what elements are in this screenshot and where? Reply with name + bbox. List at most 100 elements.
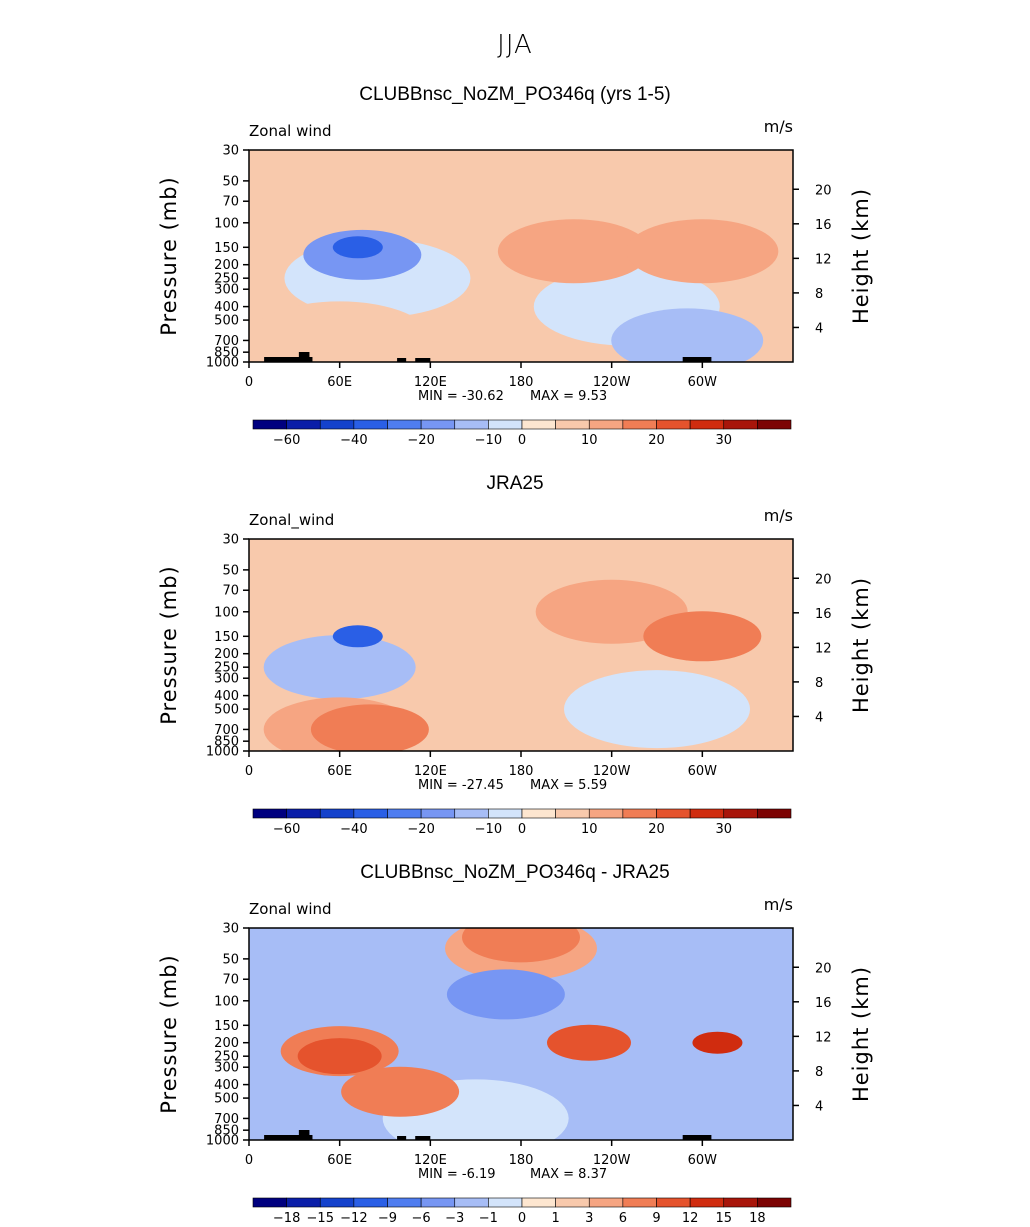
colorbar-box	[488, 1197, 523, 1208]
height-tick-label: 4	[815, 321, 823, 336]
x-tick-label: 120W	[593, 375, 631, 390]
colorbar-box	[387, 419, 422, 430]
x-tick-label: 120E	[414, 1153, 447, 1168]
colorbar	[252, 1197, 792, 1208]
y-tick-label: 400	[214, 689, 239, 704]
y-tick-label: 200	[214, 647, 239, 662]
colorbar-box	[319, 808, 355, 819]
topography-block	[415, 1136, 431, 1140]
colorbar-label: −20	[407, 433, 434, 448]
topography-block	[298, 1130, 310, 1140]
y-tick-label: 400	[214, 1078, 239, 1093]
colorbar-box	[252, 808, 287, 819]
colorbar-label: 0	[518, 1211, 526, 1226]
y-tick-label: 30	[222, 144, 239, 159]
colorbar-box	[252, 1197, 287, 1208]
y-tick-label: 250	[214, 1050, 239, 1065]
x-tick-label: 180	[509, 764, 534, 779]
contour-blob	[332, 625, 383, 648]
y-tick-label: 100	[214, 216, 239, 231]
min-label: MIN = -30.62	[418, 389, 504, 404]
colorbar-box	[757, 1197, 792, 1208]
x-tick-label: 60W	[688, 764, 718, 779]
x-tick-label: 60E	[327, 764, 352, 779]
contour-blob	[341, 1066, 460, 1117]
topography-block	[264, 1135, 313, 1140]
colorbar-box	[353, 419, 388, 430]
colorbar-label: 0	[518, 433, 526, 448]
y-tick-label: 400	[214, 300, 239, 315]
y-tick-label: 500	[214, 703, 239, 718]
topography-block	[415, 358, 431, 362]
x-tick-label: 0	[245, 1153, 253, 1168]
colorbar-box	[555, 1197, 590, 1208]
panel-title: CLUBBnsc_NoZM_PO346q (yrs 1-5)	[359, 84, 671, 105]
height-tick-label: 20	[815, 572, 832, 587]
colorbar-label: 9	[652, 1211, 660, 1226]
contour-blob	[462, 928, 580, 963]
y-tick-label: 50	[222, 174, 239, 189]
y-tick-label: 150	[214, 241, 239, 256]
y-tick-label: 300	[214, 672, 239, 687]
figure-title: JJA	[497, 30, 533, 60]
topography-block	[397, 1136, 407, 1140]
y-tick-label: 850	[214, 1124, 239, 1139]
x-tick-label: 60W	[688, 1153, 718, 1168]
colorbar-label: −6	[412, 1211, 431, 1226]
panel-middle: JRA25 Zonal_wind m/s 30 50 70 100 150 200 250 300…	[0, 467, 1030, 857]
contour-blob	[263, 635, 416, 700]
panel-top: CLUBBnsc_NoZM_PO346q (yrs 1-5) Zonal win…	[0, 78, 1030, 468]
heatmap-chart-middle: Zonal_wind m/s305070100150200250300400500…	[157, 506, 873, 837]
colorbar-label: 0	[518, 822, 526, 837]
y-tick-label: 30	[222, 922, 239, 937]
contour-blob	[643, 611, 762, 662]
colorbar-box	[420, 419, 456, 430]
x-tick-label: 120E	[414, 375, 447, 390]
colorbar-box	[757, 808, 792, 819]
contour-blob	[626, 219, 779, 284]
colorbar-label: −10	[475, 433, 502, 448]
y-tick-label: 70	[222, 973, 239, 988]
max-label: MAX = 5.59	[530, 778, 607, 793]
units-label: m/s	[764, 895, 793, 914]
colorbar-label: −60	[273, 822, 300, 837]
colorbar-box	[286, 1197, 321, 1208]
y-axis-title: Pressure (mb)	[157, 176, 181, 336]
y-tick-label: 250	[214, 661, 239, 676]
y-axis-title: Pressure (mb)	[157, 565, 181, 725]
height-tick-label: 4	[815, 1099, 823, 1114]
height-tick-label: 12	[815, 641, 832, 656]
colorbar-box	[286, 419, 321, 430]
contour-blob	[692, 1031, 743, 1054]
height-tick-label: 4	[815, 710, 823, 725]
colorbar-box	[252, 419, 287, 430]
height-tick-label: 12	[815, 1030, 832, 1045]
x-tick-label: 120E	[414, 764, 447, 779]
y2-axis-title: Height (km)	[849, 966, 873, 1102]
x-tick-label: 0	[245, 375, 253, 390]
colorbar-label: 30	[715, 822, 732, 837]
heatmap-chart-bottom: Zonal wind m/s305070100150200250300400500…	[157, 895, 873, 1226]
height-tick-label: 20	[815, 961, 832, 976]
y2-axis-title: Height (km)	[849, 188, 873, 324]
colorbar-label: 20	[648, 822, 665, 837]
colorbar-box	[656, 1197, 691, 1208]
y-tick-label: 700	[214, 723, 239, 738]
topography-block	[264, 357, 313, 362]
panel-title: JRA25	[486, 473, 544, 494]
y-axis-title: Pressure (mb)	[157, 954, 181, 1114]
colorbar-label: 6	[619, 1211, 627, 1226]
colorbar-box	[521, 808, 556, 819]
contour-blob	[446, 969, 565, 1020]
contour-blob	[310, 704, 429, 751]
topography-block	[298, 352, 310, 362]
height-tick-label: 20	[815, 183, 832, 198]
y-tick-label: 30	[222, 533, 239, 548]
colorbar-box	[488, 808, 523, 819]
colorbar-label: 3	[585, 1211, 593, 1226]
y-tick-label: 1000	[206, 745, 239, 760]
colorbar-box	[723, 808, 758, 819]
colorbar-box	[588, 419, 624, 430]
colorbar-box	[319, 419, 355, 430]
colorbar-label: 18	[749, 1211, 766, 1226]
